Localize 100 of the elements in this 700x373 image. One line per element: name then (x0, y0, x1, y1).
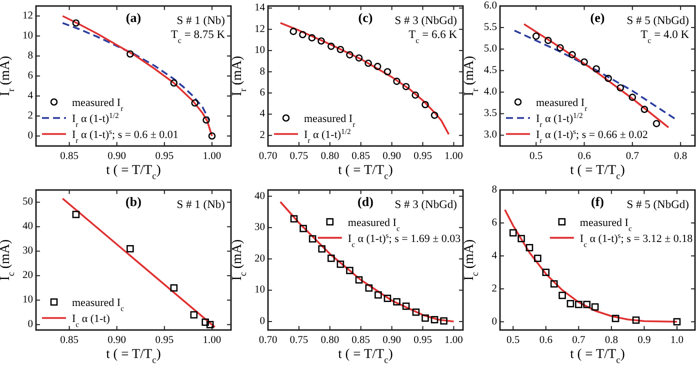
point (191, 99, 199, 107)
legend-label: I$_{r}$ α (1-t)$^{s}$; s = 0.6 ± 0.01 (72, 126, 178, 144)
legend-label: measured I$_{r}$ (536, 97, 588, 112)
annotation: (a) (126, 10, 142, 25)
point (393, 298, 400, 306)
point (384, 294, 392, 302)
point (202, 116, 210, 124)
x-tick-label: 1.00 (444, 335, 463, 346)
x-tick-label: 0.95 (155, 151, 174, 162)
point (550, 280, 558, 288)
y-tick-label: 20 (254, 253, 265, 264)
point (170, 284, 178, 292)
y-tick-label: 14 (254, 2, 266, 14)
y-tick-label: 0 (28, 130, 33, 142)
x-tick-label: 0.7 (572, 335, 586, 346)
annotation: S # 1 (Nb) (176, 199, 226, 211)
point (612, 314, 620, 322)
y-tick-label: 4 (260, 108, 266, 120)
y-tick-label: 20 (22, 270, 33, 282)
point (374, 291, 382, 299)
x-tick-label: 0.6 (578, 151, 591, 162)
point (308, 34, 316, 42)
legend-label: I$_{r}$ α (1-t)$^{1/2}$ (536, 110, 584, 128)
point (412, 308, 420, 316)
x-tick-label: 0.6 (539, 335, 552, 346)
point (355, 276, 363, 284)
y-tick-label: 12 (254, 24, 265, 35)
x-tick-label: 0.70 (258, 335, 278, 346)
point (422, 314, 429, 322)
x-axis-title: t ( = T/T$_{c}$) (338, 162, 393, 182)
x-tick-label: 0.95 (414, 151, 432, 162)
point (532, 32, 540, 40)
y-tick-label: 8 (492, 184, 497, 196)
y-tick-label: 4 (28, 90, 34, 102)
point (518, 234, 525, 242)
point (308, 235, 316, 243)
point (526, 244, 534, 252)
x-tick-label: 0.90 (108, 335, 126, 346)
point (374, 62, 382, 70)
annotation: (b) (126, 194, 142, 209)
y-tick-label: 3.5 (484, 108, 497, 120)
legend-label: measured I$_{c}$ (580, 216, 632, 232)
x-tick-label: 0.85 (60, 335, 78, 346)
x-tick-label: 1.00 (202, 151, 222, 162)
annotation: T$_{c}$ = 6.6 K (408, 29, 458, 44)
x-axis-title: t ( = T/T$_{c}$) (338, 346, 393, 366)
point (616, 84, 624, 92)
legend-label: measured I$_{r}$ (72, 97, 124, 112)
legend-label: I$_{c}$ α (1-t)$^{s}$; s = 1.69 ± 0.03 (348, 230, 462, 248)
legend-label: I$_{c}$ α (1-t) (72, 313, 110, 328)
x-axis-title: t ( = T/T$_{c}$) (570, 346, 625, 366)
y-tick-label: 2 (260, 130, 265, 141)
point (592, 65, 600, 73)
point (652, 120, 660, 128)
x-tick-label: 1.00 (202, 335, 222, 346)
y-tick-label: 30 (22, 246, 33, 257)
annotation: (e) (590, 10, 605, 25)
point (346, 51, 354, 58)
point (327, 42, 335, 50)
point (126, 245, 134, 252)
point (640, 106, 648, 114)
point (534, 254, 542, 262)
point (384, 68, 392, 76)
y-tick-label: 3.0 (484, 130, 497, 141)
x-tick-label: 0.95 (155, 335, 174, 346)
y-tick-label: 10 (254, 45, 265, 56)
x-tick-label: 0.75 (290, 151, 308, 162)
point (568, 51, 576, 58)
point (206, 320, 214, 328)
annotation: (f) (591, 194, 604, 209)
annotation: S # 1 (Nb) (176, 15, 226, 27)
legend-label: I$_{r}$ α (1-t)$^{1/2}$ (72, 110, 120, 128)
legend-label: I$_{r}$ α (1-t)$^{s}$; s = 0.66 ± 0.02 (536, 126, 648, 144)
x-tick-label: 0.85 (352, 335, 370, 346)
point (393, 78, 400, 85)
point (542, 268, 550, 276)
annotation: S # 5 (NbGd) (626, 199, 690, 211)
x-tick-label: 0.70 (258, 151, 278, 162)
point (72, 19, 80, 27)
point (300, 224, 307, 232)
y-tick-label: 0 (260, 316, 265, 328)
y-tick-label: 2 (28, 110, 33, 122)
point (422, 100, 429, 108)
point (430, 112, 438, 119)
y-tick-label: 0 (492, 316, 497, 328)
legend-label: I$_{r}$ α (1-t)$^{1/2}$ (304, 126, 352, 144)
x-axis-title: t ( = T/T$_{c}$) (106, 162, 161, 182)
point (327, 254, 335, 262)
x-tick-label: 0.90 (108, 151, 126, 162)
point (290, 215, 298, 222)
y-tick-label: 40 (22, 221, 33, 232)
point (318, 37, 325, 45)
point (558, 292, 566, 300)
legend-label: I$_{c}$ α (1-t)$^{s}$; s = 3.12 ± 0.18 (580, 230, 694, 248)
point (509, 229, 517, 236)
point (544, 36, 552, 44)
annotation: S # 3 (NbGd) (394, 199, 458, 211)
x-tick-label: 0.8 (674, 151, 688, 162)
annotation: T$_{c}$ = 8.75 K (170, 29, 226, 44)
point (126, 50, 134, 58)
